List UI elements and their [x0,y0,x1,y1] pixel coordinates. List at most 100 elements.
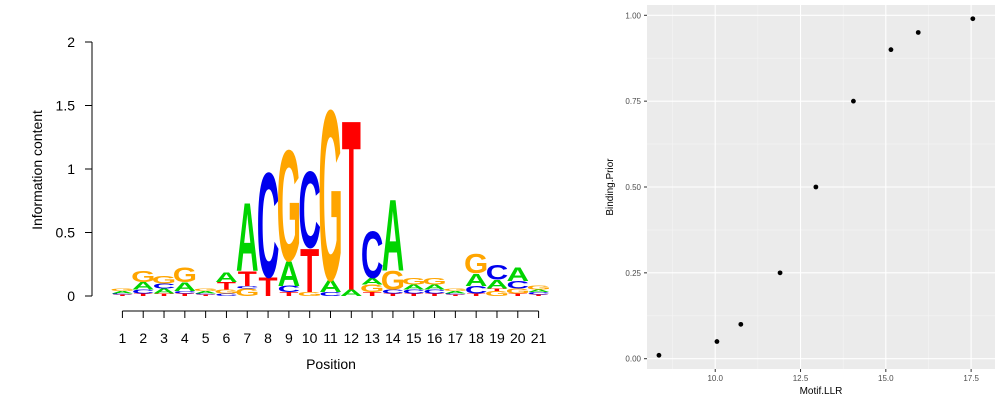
logo-x-tick-label: 20 [510,330,526,346]
logo-letter-T: T [342,69,361,341]
logo-x-tick-label: 2 [139,330,147,346]
logo-letter-A: A [153,287,176,295]
logo-letter-C: C [423,289,446,295]
logo-letter-C: C [153,282,176,290]
logo-letter-G: G [173,263,197,287]
logo-letter-T: T [363,291,383,297]
logo-letter-T: T [508,293,528,297]
logo-letter-A: A [111,290,134,294]
scatter-point [970,16,976,22]
logo-letter-G: G [526,285,550,291]
logo-letter-A: A [340,288,363,298]
logo-y-tick-label: 1.5 [56,98,76,114]
logo-letter-G: G [235,286,259,298]
logo-letter-T: T [467,293,487,297]
logo-letter-T: T [404,293,424,297]
logo-x-tick-label: 13 [364,330,380,346]
logo-x-tick-label: 19 [489,330,505,346]
logo-y-tick-label: 0 [67,288,75,304]
scatter-y-tick-label: 1.00 [625,11,641,20]
logo-letter-G: G [318,59,342,331]
logo-x-tick-label: 17 [448,330,464,346]
logo-letter-T: T [446,294,466,296]
logo-letter-C: C [174,290,197,294]
logo-x-tick-label: 4 [181,330,189,346]
logo-letter-A: A [423,283,446,291]
logo-letter-C: C [278,284,301,294]
logo-x-tick-label: 11 [323,330,338,346]
logo-letter-A: A [319,277,342,296]
logo-letter-C: C [298,150,321,272]
logo-letter-A: A [507,263,530,285]
scatter-plot-panel: 0.00 0.25 0.50 0.75 1.00 10.0 12.5 15.0 17.5 Mot… [605,5,995,397]
scatter-point [851,98,856,104]
logo-letter-C: C [257,141,280,309]
scatter-point [813,184,819,190]
logo-letter-T: T [425,293,445,297]
logo-x-tick-label: 3 [160,330,168,346]
scatter-y-tick-label: 0.25 [625,269,641,278]
logo-letter-T: T [300,238,319,306]
logo-letter-C: C [382,289,405,295]
logo-x-tick-label: 18 [468,330,484,346]
logo-x-axis-title: Position [306,356,356,372]
logo-letter-C: C [215,293,238,297]
scatter-x-tick-label: 17.5 [963,374,979,383]
logo-letter-G: G [131,269,155,286]
scatter-points [656,16,976,358]
logo-letter-A: A [402,283,425,291]
logo-letter-A: A [132,280,155,292]
logo-x-axis: 1 2 3 4 5 6 7 8 9 10 11 12 13 14 15 16 17 18 19 20 21 [119,310,547,346]
scatter-y-tick-label: 0.00 [625,355,641,364]
logo-letter-C: C [361,219,384,293]
logo-y-axis: 0 0.5 1 1.5 2 [56,34,93,304]
logo-letter-C: C [444,293,467,295]
logo-letter-A: A [527,289,550,293]
logo-letter-C: C [319,291,342,297]
scatter-y-axis-title: Binding.Prior [605,158,616,216]
logo-letter-T: T [113,294,133,296]
logo-letter-T: T [217,280,236,292]
scatter-y-tick-label: 0.75 [625,97,641,106]
logo-letter-G: G [298,291,322,297]
logo-x-tick-label: 16 [427,330,443,346]
logo-letter-G: G [422,276,446,286]
logo-letter-C: C [507,279,530,291]
scatter-gridlines [647,5,995,369]
logo-letter-T: T [279,291,299,297]
scatter-point [777,270,783,276]
logo-letter-C: C [486,260,509,284]
logo-y-tick-label: 0.5 [56,225,76,241]
scatter-y-tick-label: 0.50 [625,183,641,192]
logo-letter-G: G [485,290,509,298]
logo-x-tick-label: 5 [202,330,210,346]
logo-letter-G: G [152,274,176,286]
sequence-logo-panel: 00.511.52 1 2 3 4 5 6 7 8 9 10 11 12 13 14 15 16 17 18 19 2… [29,34,551,372]
logo-letter-G: G [277,118,301,296]
logo-y-tick-label: 2 [67,34,75,50]
logo-x-tick-label: 14 [385,330,401,346]
logo-letter-C: C [402,289,425,295]
scatter-point [888,47,894,53]
logo-letter-T: T [238,267,257,291]
logo-letter-A: A [465,271,488,290]
logo-y-tick-label: 1 [67,161,75,177]
logo-letter-G: G [214,289,238,295]
logo-letter-T: T [383,293,403,297]
scatter-point [915,30,921,35]
logo-letter-C: C [194,293,217,295]
logo-letter-A: A [215,270,238,286]
logo-x-tick-label: 12 [344,330,360,346]
logo-letter-T: T [154,293,174,297]
logo-letter-C: C [236,285,259,289]
logo-letter-A: A [236,184,259,292]
logo-letter-A: A [444,290,467,294]
scatter-x-tick-label: 10.0 [707,374,723,383]
logo-letter-G: G [506,287,530,295]
logo-letter-G: G [402,276,426,286]
logo-letter-C: C [111,293,134,295]
logo-x-tick-label: 6 [223,330,231,346]
logo-letter-A: A [361,276,384,286]
logo-letter-G: G [443,288,467,292]
